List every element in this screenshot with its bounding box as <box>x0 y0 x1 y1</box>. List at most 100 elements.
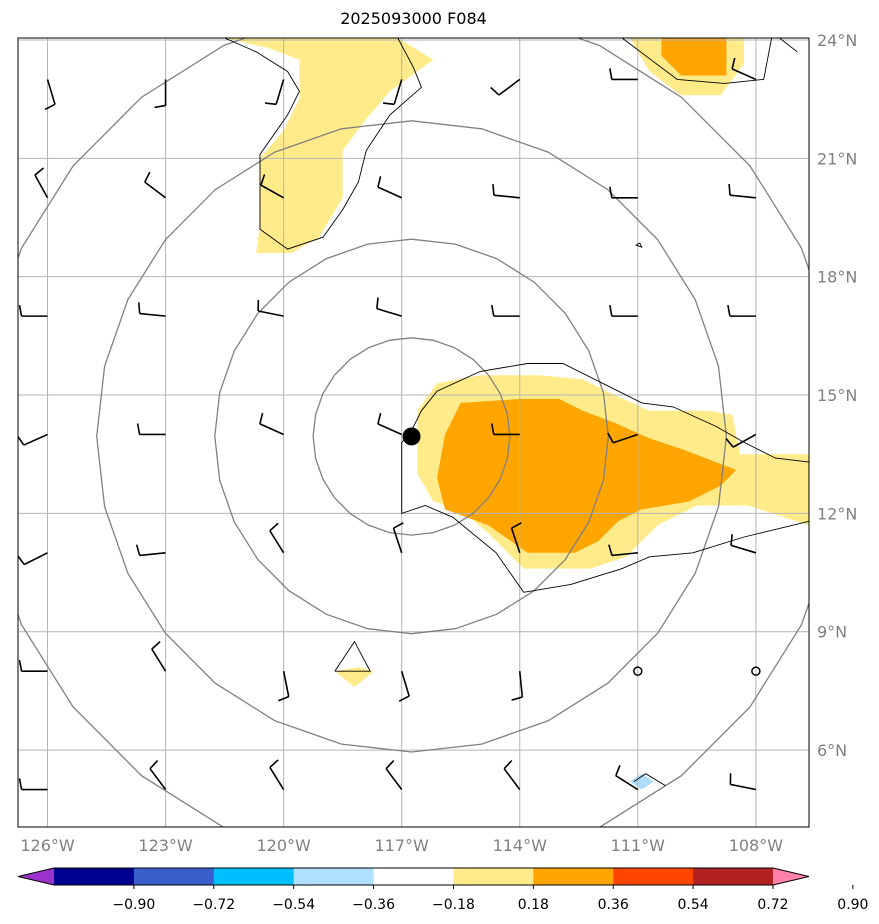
barb-feather <box>136 423 141 435</box>
colorbar-tick-label: −0.18 <box>432 897 475 913</box>
barb-feather <box>18 435 25 446</box>
barb-feather <box>144 171 151 183</box>
barb-feather <box>393 522 404 529</box>
colorbar-segment <box>453 868 534 885</box>
longitude-label: 114°W <box>493 836 548 855</box>
barb-shaft <box>503 768 521 791</box>
fill-yellow-small <box>334 667 375 687</box>
fill-orange-ne <box>661 38 727 76</box>
barb-feather <box>269 759 279 769</box>
colorbar-segment <box>533 868 614 885</box>
longitude-label: 111°W <box>611 836 666 855</box>
latitude-label: 24°N <box>817 31 857 50</box>
wind-barb <box>725 433 757 448</box>
calm-circle <box>633 666 643 676</box>
wind-barb <box>728 183 756 199</box>
wind-barb <box>269 522 285 554</box>
wind-barb <box>608 544 638 557</box>
wind-barb <box>260 174 285 199</box>
barb-shaft <box>149 768 167 791</box>
latitude-label: 18°N <box>817 268 857 287</box>
contour-dot-18N <box>635 242 643 248</box>
barb-feather <box>511 522 522 529</box>
wind-barb <box>34 167 49 199</box>
range-ring <box>312 337 511 536</box>
latitude-label: 15°N <box>817 386 857 405</box>
barb-shaft <box>518 671 524 698</box>
barb-shaft <box>282 671 290 697</box>
wind-barb <box>730 534 757 554</box>
wind-barb <box>490 304 520 317</box>
fill-yellow-north <box>224 38 434 253</box>
storm-markers <box>402 427 761 676</box>
barb-shaft <box>260 184 285 199</box>
barb-feather <box>18 304 23 317</box>
wind-barb <box>609 68 638 81</box>
contour-ne-a <box>621 38 773 84</box>
barb-feather <box>609 304 613 317</box>
barb-feather <box>730 534 734 546</box>
colorbar-segment <box>693 868 774 885</box>
latitude-labels: 24°N 21°N 18°N 15°N 12°N 9°N 6°N <box>817 31 857 760</box>
barb-feather <box>18 660 23 672</box>
barb-feather <box>725 437 734 448</box>
barb-shaft <box>493 194 520 199</box>
latitude-label: 9°N <box>817 623 847 642</box>
barb-feather <box>728 183 731 196</box>
barb-feather <box>44 103 56 111</box>
wind-barb <box>609 304 638 317</box>
contour-main-blob <box>401 363 809 463</box>
barb-shaft <box>377 186 403 199</box>
barb-shaft <box>729 194 756 199</box>
colorbar-tick-label: 0.90 <box>837 897 868 913</box>
barb-feather <box>609 68 613 80</box>
wind-barb <box>729 773 757 791</box>
barb-shaft <box>377 423 403 436</box>
wind-barb <box>731 57 757 81</box>
barb-feather <box>503 759 513 770</box>
barb-shaft <box>275 79 285 105</box>
wind-barb <box>392 522 404 554</box>
barb-shaft <box>269 530 285 554</box>
barb-feather <box>490 304 495 317</box>
contour-ne-b <box>779 38 798 53</box>
barb-shaft <box>144 181 167 199</box>
barb-shaft <box>615 775 639 791</box>
wind-barb <box>398 670 410 702</box>
range-ring <box>18 38 809 827</box>
latitude-label: 21°N <box>817 149 857 168</box>
longitude-label: 126°W <box>20 836 75 855</box>
longitude-label: 120°W <box>256 836 311 855</box>
barb-feather <box>731 57 736 70</box>
colorbar-extend-high <box>773 868 809 885</box>
barb-feather <box>34 167 45 176</box>
calm-circle <box>751 666 761 676</box>
wind-barb <box>377 412 403 436</box>
barb-feather <box>149 759 159 770</box>
colorbar-outline <box>17 867 810 886</box>
barb-feather <box>260 174 266 186</box>
barb-shaft <box>385 768 403 791</box>
wind-barb <box>492 183 520 199</box>
wind-barb <box>18 304 48 317</box>
wind-barb <box>385 759 403 791</box>
colorbar-segment <box>293 868 375 885</box>
barb-feather <box>376 297 379 309</box>
barb-feather <box>383 102 395 106</box>
colorbar: −0.90 −0.72 −0.54 −0.36 −0.18 0.18 0.36 0.54 0.7… <box>17 867 868 913</box>
barb-feather <box>490 86 500 96</box>
barb-shaft <box>23 433 48 446</box>
shaded-field-layer <box>224 38 809 790</box>
wind-barb <box>607 432 639 444</box>
colorbar-tick-label: −0.72 <box>192 897 235 913</box>
colorbar-tick-label: 0.36 <box>598 897 629 913</box>
colorbar-segment <box>213 868 295 885</box>
wind-barb <box>144 171 167 199</box>
wind-barb <box>490 423 520 436</box>
barb-feather <box>18 555 25 565</box>
contour-blue-small <box>633 773 666 786</box>
contour-yellow-small <box>334 640 371 672</box>
barb-shaft <box>498 78 521 96</box>
storm-center-dot <box>402 427 421 446</box>
